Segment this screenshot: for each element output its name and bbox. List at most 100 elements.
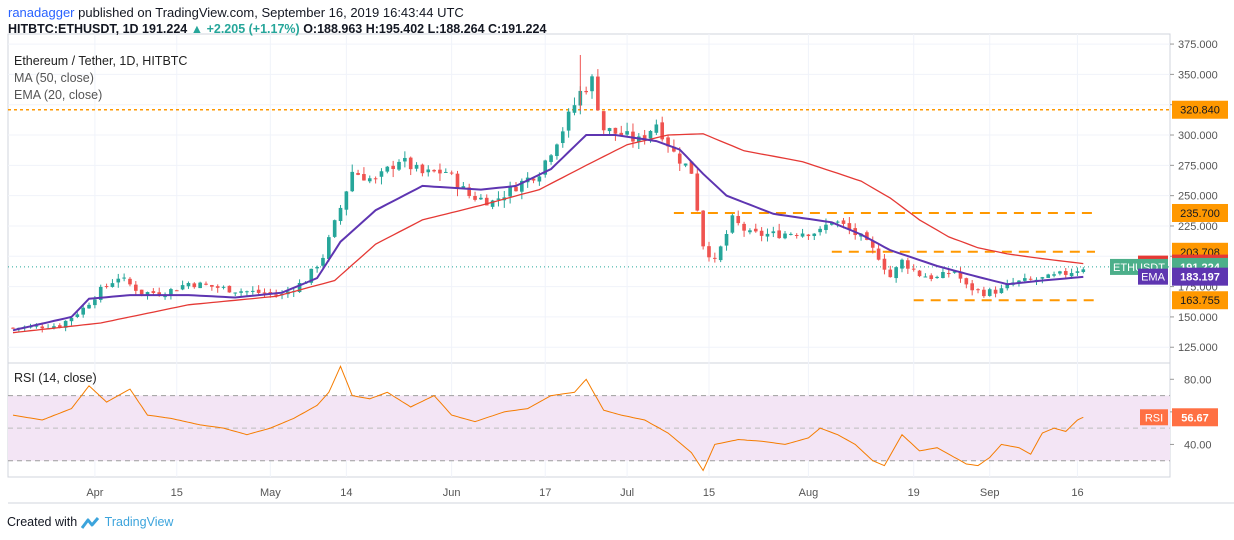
- candle-body: [818, 228, 822, 233]
- price-pane: [7, 33, 1171, 364]
- candle-body: [362, 174, 366, 181]
- candle-body: [753, 228, 758, 232]
- ema-line: [12, 134, 1084, 332]
- candle-body: [876, 248, 881, 260]
- time-tick-label: Jun: [443, 487, 461, 499]
- candle-body: [110, 283, 115, 287]
- candle-body: [713, 257, 717, 259]
- ma-legend[interactable]: MA (50, close): [14, 71, 94, 85]
- candle-body: [865, 232, 869, 240]
- candle-body: [601, 111, 606, 131]
- candle-body: [566, 111, 571, 131]
- ema-legend[interactable]: EMA (20, close): [14, 88, 103, 102]
- candle-body: [952, 271, 957, 273]
- candle-body: [976, 289, 980, 291]
- candle-body: [917, 270, 922, 277]
- candle-body: [180, 285, 185, 290]
- candle-body: [584, 90, 588, 93]
- candle-body: [163, 296, 167, 298]
- candle-body: [999, 288, 1004, 294]
- candle-body: [824, 224, 828, 231]
- candle-body: [941, 271, 945, 279]
- tradingview-brand[interactable]: TradingView: [104, 515, 174, 529]
- candle-body: [309, 268, 314, 283]
- candle-body: [870, 240, 875, 248]
- price-tick-label: 250.000: [1178, 191, 1218, 203]
- badge-bg: [1172, 100, 1228, 119]
- candle-body: [794, 235, 799, 237]
- badge-bg: [1172, 267, 1228, 286]
- candle-body: [765, 233, 770, 237]
- candle-body: [116, 278, 121, 283]
- candle-body: [1017, 280, 1021, 283]
- price-tick-label: 225.000: [1178, 221, 1218, 233]
- candle-body: [490, 200, 495, 207]
- candle-body: [1005, 283, 1010, 289]
- candle-body: [572, 105, 577, 113]
- candle-body: [800, 233, 805, 237]
- candle-body: [321, 257, 325, 266]
- candle-body: [449, 172, 454, 174]
- candle-body: [613, 127, 618, 134]
- candle-body: [888, 269, 893, 278]
- candle-body: [461, 186, 466, 189]
- rsi-badge-name-bg: [1140, 409, 1168, 426]
- candle-body: [1040, 277, 1045, 279]
- candle-body: [373, 178, 378, 180]
- candle-body: [426, 169, 431, 173]
- candle-body: [1052, 274, 1056, 276]
- candle-body: [367, 178, 372, 182]
- symbol-name: HITBTC:ETHUSDT, 1D: [8, 22, 139, 36]
- price-tick-label: 125.000: [1178, 342, 1218, 354]
- badge-bg: [1172, 291, 1228, 310]
- time-tick-label: Apr: [86, 487, 103, 499]
- candle-body: [701, 210, 705, 247]
- candle-body: [93, 299, 97, 306]
- candle-body: [689, 161, 694, 174]
- time-tick-label: 15: [171, 487, 183, 499]
- candle-body: [408, 157, 413, 170]
- candle-body: [391, 165, 395, 170]
- candle-body: [683, 163, 688, 166]
- candle-body: [40, 326, 45, 329]
- candle-body: [958, 271, 963, 279]
- candle-body: [192, 283, 197, 288]
- rsi-legend[interactable]: RSI (14, close): [14, 371, 97, 385]
- candle-body: [385, 166, 390, 172]
- price-badge-ema: EMA 183.197: [1138, 267, 1228, 286]
- rsi-tick-label: 80.00: [1184, 374, 1212, 386]
- candle-body: [215, 286, 220, 288]
- candle-body: [783, 233, 787, 239]
- price-change-value: +2.205 (+1.17%): [206, 22, 300, 36]
- candle-body: [537, 176, 542, 182]
- candle-body: [1075, 271, 1080, 273]
- candle-body: [297, 282, 302, 293]
- candle-body: [964, 278, 969, 285]
- author-link[interactable]: ranadagger: [8, 5, 75, 20]
- candle-body: [806, 234, 811, 237]
- time-tick-label: 19: [908, 487, 920, 499]
- candle-body: [397, 161, 401, 170]
- candle-body: [11, 327, 15, 329]
- candle-body: [619, 132, 624, 136]
- candle-body: [52, 326, 56, 329]
- candle-body: [660, 122, 665, 140]
- candle-body: [777, 230, 781, 239]
- candle-body: [642, 135, 647, 140]
- candle-body: [935, 276, 939, 279]
- candle-body: [829, 222, 834, 225]
- candle-body: [648, 130, 653, 139]
- candle-body: [1081, 269, 1086, 273]
- candle-body: [403, 157, 407, 162]
- candle-body: [432, 169, 436, 172]
- candle-body: [239, 291, 243, 293]
- candle-body: [993, 289, 998, 294]
- time-tick-label: 15: [703, 487, 715, 499]
- price-tick-label: 375.000: [1178, 39, 1218, 51]
- candle-body: [882, 258, 887, 270]
- candle-body: [455, 173, 460, 189]
- candle-body: [420, 164, 425, 174]
- candle-body: [514, 186, 518, 192]
- candle-body: [724, 234, 729, 246]
